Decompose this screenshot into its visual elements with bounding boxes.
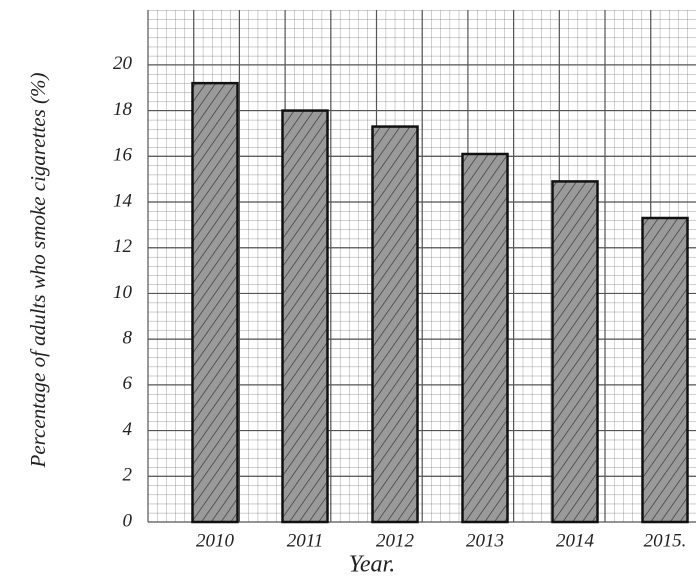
- x-tick-label: 2011: [287, 530, 324, 551]
- x-tick-label: 2010: [196, 530, 235, 551]
- y-tick-label: 2: [123, 465, 133, 486]
- chart: Percentage of adults who smoke cigarette…: [0, 0, 696, 581]
- x-tick-label: 2012: [376, 530, 415, 551]
- y-tick-label: 14: [113, 190, 133, 211]
- y-tick-label: 0: [123, 510, 133, 531]
- x-tick-label: 2013: [466, 530, 504, 551]
- y-tick-label: 16: [113, 145, 133, 166]
- y-tick-label: 18: [113, 99, 133, 120]
- bar: [463, 154, 508, 522]
- y-tick-label: 12: [113, 236, 133, 257]
- bar: [193, 83, 238, 522]
- bar: [373, 127, 418, 522]
- bar: [553, 181, 598, 522]
- y-tick-label: 4: [123, 419, 133, 440]
- bar: [283, 111, 328, 522]
- y-axis-label: Percentage of adults who smoke cigarette…: [26, 72, 50, 468]
- page: {"chart_data": {"type": "bar", "y_label"…: [0, 0, 696, 581]
- y-tick-label: 6: [123, 373, 133, 394]
- x-tick-label: 2014: [556, 530, 595, 551]
- x-axis-label: Year.: [349, 552, 395, 578]
- y-tick-label: 10: [113, 282, 133, 303]
- bar: [643, 218, 688, 522]
- x-tick-label: 2015.: [644, 530, 687, 551]
- y-tick-label: 20: [113, 53, 133, 74]
- y-tick-label: 8: [123, 328, 133, 349]
